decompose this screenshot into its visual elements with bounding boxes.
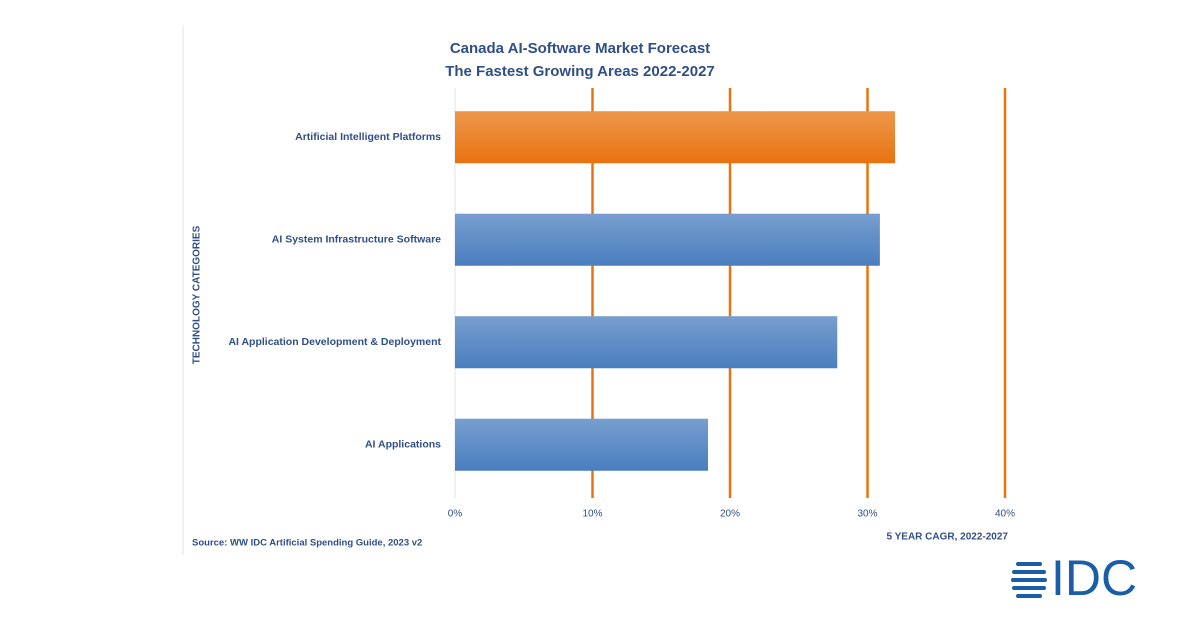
source-note: Source: WW IDC Artificial Spending Guide… (192, 538, 422, 549)
x-tick-label: 40% (995, 509, 1015, 520)
bar-sheen (455, 418, 708, 471)
x-tick-label: 10% (582, 509, 602, 520)
logo-icon (1011, 562, 1047, 598)
logo: IDC (1011, 550, 1137, 606)
chart-title: Canada AI-Software Market Forecast (450, 40, 710, 57)
bar-sheen (455, 316, 838, 369)
y-tick-label: AI Applications (365, 439, 441, 451)
bar-sheen (455, 213, 880, 266)
logo-text: IDC (1051, 550, 1137, 606)
chart-subtitle: The Fastest Growing Areas 2022-2027 (445, 63, 715, 80)
y-tick-label: AI System Infrastructure Software (272, 234, 441, 246)
x-tick-label: 20% (720, 509, 740, 520)
bar-sheen (455, 111, 895, 164)
x-tick-label: 30% (857, 509, 877, 520)
y-tick-label: AI Application Development & Deployment (228, 336, 441, 348)
y-tick-label: Artificial Intelligent Platforms (295, 131, 441, 143)
x-axis-label: 5 YEAR CAGR, 2022-2027 (886, 532, 1008, 543)
y-axis-label: TECHNOLOGY CATEGORIES (192, 225, 203, 364)
x-tick-label: 0% (448, 509, 463, 520)
